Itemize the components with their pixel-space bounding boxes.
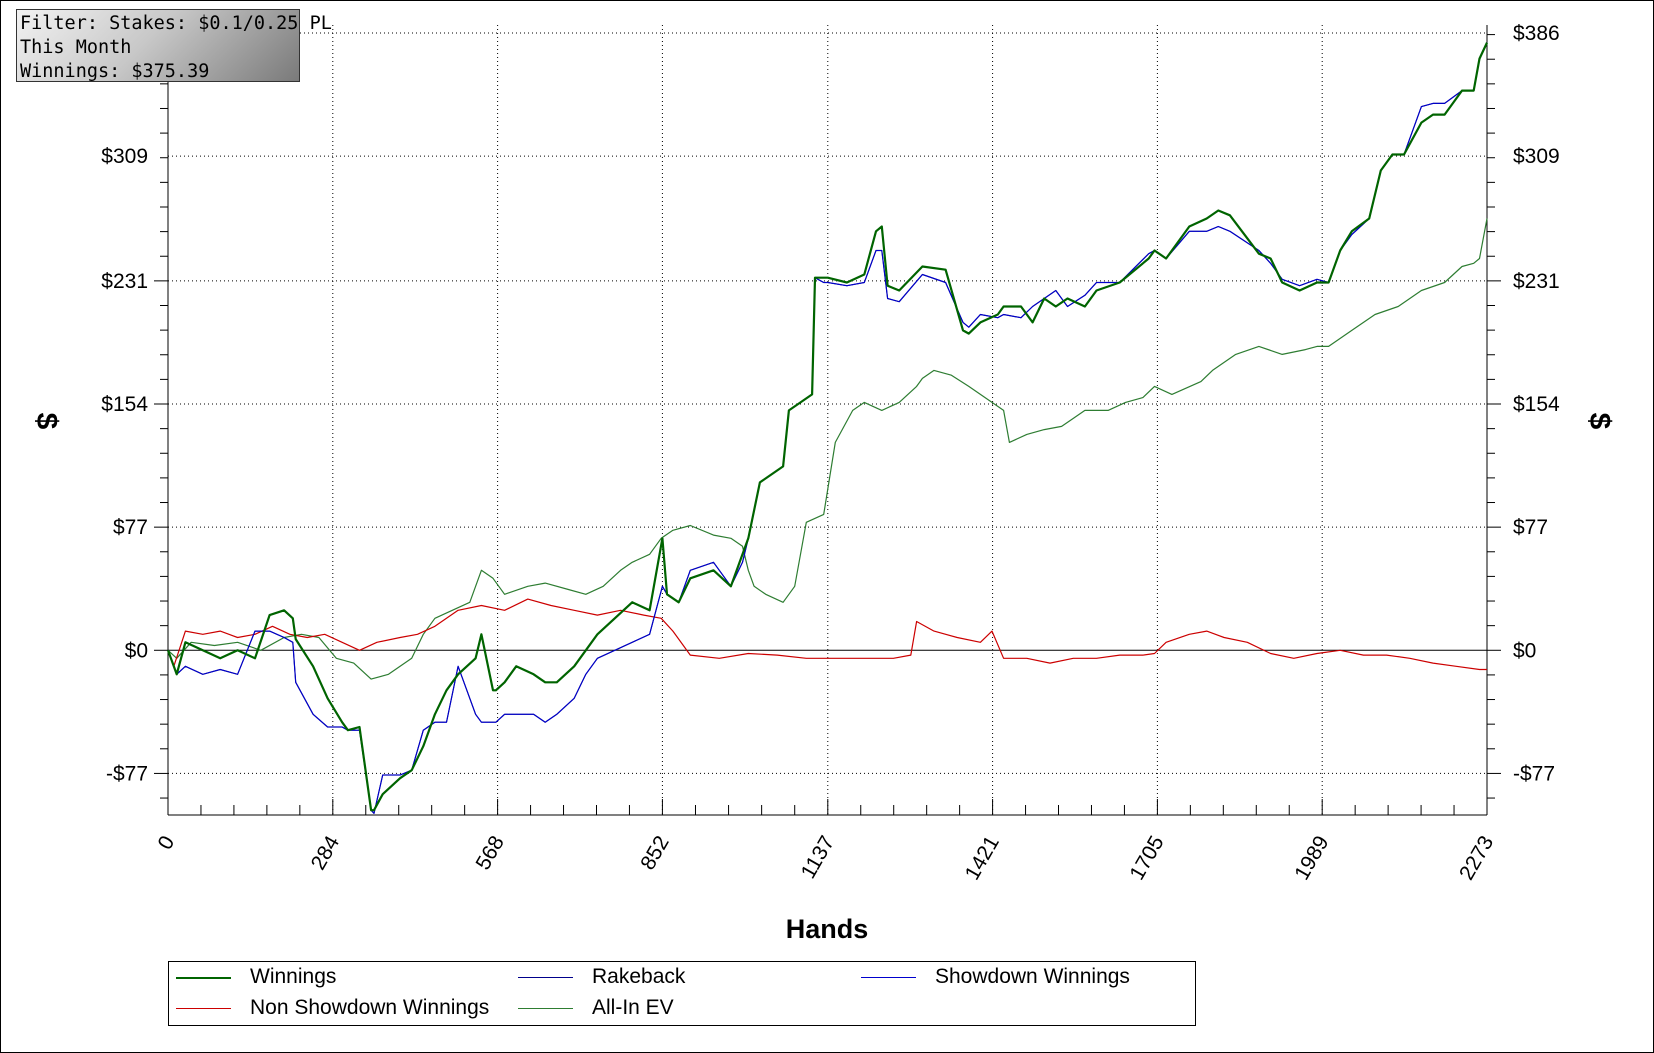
legend-label: Non Showdown Winnings: [250, 996, 490, 1019]
tick-labels: -$77 -$77 $0 $0 $77 $77 $154 $154 $231 $231 $309 $3…: [101, 22, 1560, 884]
y-tick-label-left: $77: [113, 516, 148, 539]
legend-label: Rakeback: [592, 965, 686, 988]
y-tick-label-right: $0: [1513, 639, 1536, 662]
x-tick-label: 284: [307, 832, 345, 874]
filter-stakes-text: Filter: Stakes: $0.1/0.25 PL: [20, 13, 332, 34]
y-tick-label-right: $154: [1513, 393, 1560, 416]
y-tick-label-left: -$77: [106, 762, 148, 785]
y-tick-label-right: -$77: [1513, 762, 1555, 785]
y-tick-label-left: $154: [101, 393, 148, 416]
x-tick-label: 1705: [1125, 832, 1168, 884]
filter-winnings-text: Winnings: $375.39: [20, 61, 210, 82]
legend-swatch-non-showdown: [176, 1008, 231, 1009]
series-line-winnings: [166, 42, 1488, 812]
filter-info-box: Filter: Stakes: $0.1/0.25 PL This Month …: [16, 9, 332, 82]
y-tick-label-right: $77: [1513, 516, 1548, 539]
x-tick-label: 1137: [797, 832, 840, 883]
x-tick-label: 1989: [1290, 832, 1333, 884]
y-tick-label-right: $309: [1513, 145, 1560, 168]
legend-label: All-In EV: [592, 996, 674, 1019]
legend-swatch-all-in-ev: [518, 1008, 573, 1009]
data-series: [166, 42, 1488, 815]
axes: [154, 25, 1501, 816]
y-axis-title-right: $: [1583, 413, 1616, 430]
x-tick-label: 0: [154, 832, 180, 854]
legend-label: Winnings: [250, 965, 337, 988]
x-tick-label: 568: [471, 832, 508, 874]
legend-label: Showdown Winnings: [935, 965, 1130, 988]
y-axis-title-left: $: [30, 413, 63, 430]
y-tick-label-right: $386: [1513, 22, 1560, 45]
legend-swatch-showdown: [861, 977, 916, 978]
x-tick-label: 852: [636, 832, 673, 874]
x-tick-label: 2273: [1455, 832, 1498, 884]
chart-legend: Winnings Rakeback Showdown Winnings Non …: [168, 961, 1196, 1026]
y-tick-label-right: $231: [1513, 270, 1560, 293]
series-line-non-showdown-winnings: [167, 598, 1487, 671]
x-tick-label: 1421: [961, 832, 1004, 884]
y-tick-label-left: $231: [101, 270, 148, 293]
y-tick-label-left: $0: [125, 639, 148, 662]
x-axis-title: Hands: [786, 914, 869, 944]
y-tick-label-left: $309: [101, 145, 148, 168]
legend-swatch-rakeback: [518, 977, 573, 978]
filter-period-text: This Month: [20, 37, 132, 58]
legend-swatch-winnings: [176, 977, 231, 979]
series-line-all-in-ev: [167, 218, 1488, 680]
grid-lines: [168, 25, 1487, 815]
